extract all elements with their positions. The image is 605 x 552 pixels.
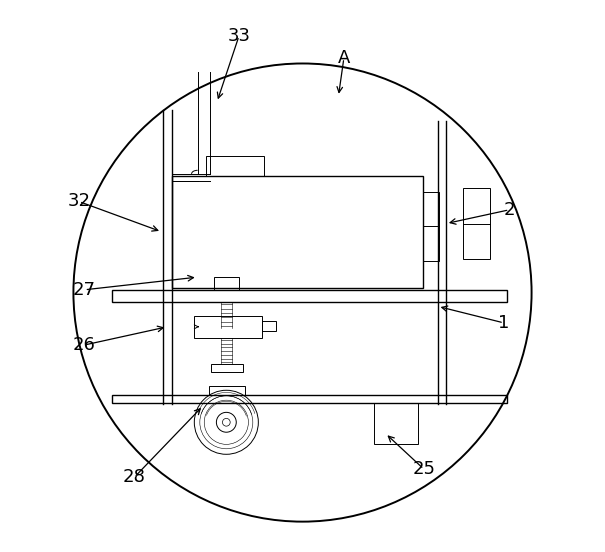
Bar [194,316,262,338]
Text: 1: 1 [499,314,509,332]
Bar [463,188,490,259]
Text: 27: 27 [73,281,96,299]
Bar [262,321,276,331]
Bar [112,395,507,403]
Bar [214,277,239,290]
Bar [172,176,423,288]
Bar [209,386,244,395]
Text: 28: 28 [123,469,146,486]
Text: A: A [338,49,350,67]
Bar [423,192,439,261]
Bar [211,364,243,372]
Bar [206,156,264,176]
Bar [112,290,507,302]
Text: 32: 32 [67,193,90,210]
Text: 2: 2 [504,201,515,219]
Text: 26: 26 [73,336,96,354]
Text: 25: 25 [413,460,436,478]
Bar [374,403,419,444]
Text: 33: 33 [227,27,250,45]
